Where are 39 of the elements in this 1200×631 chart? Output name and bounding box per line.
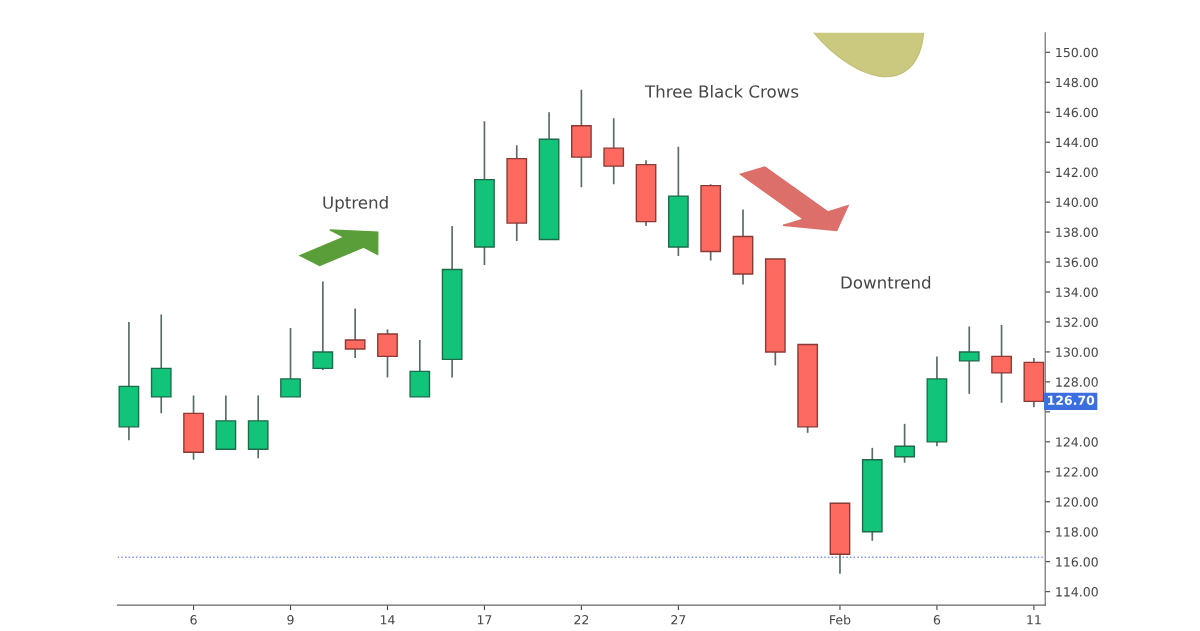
x-tick-label: 11 [1027,615,1041,625]
annotation: Uptrend [323,195,388,213]
x-tick-label: 14 [380,615,395,625]
y-tick-label: 128.00 [1056,377,1098,387]
candlestick [894,423,915,464]
y-tick-label: 130.00 [1056,347,1098,357]
annotation: Downtrend [841,275,931,289]
y-tick-label: 116.00 [1056,557,1098,567]
candlestick [958,325,980,395]
y-tick-label: 144.00 [1056,137,1098,148]
x-tick-label: 9 [287,615,294,625]
y-tick-label: 114.00 [1056,587,1098,597]
y-tick-label: 140.00 [1056,197,1098,208]
y-tick-label: 120.00 [1056,497,1098,507]
text: 126.70 [1048,395,1095,405]
x-tick-label: 27 [671,615,686,625]
y-tick-label: 150.00 [1056,47,1098,58]
y-tick-label: 136.00 [1056,257,1098,267]
candlestick [312,280,334,371]
y-tick-label: 148.00 [1056,77,1098,88]
y-tick-label: 132.00 [1056,317,1098,327]
x-tick-label: 22 [574,615,589,625]
candlestick [603,117,625,185]
y-tick-label: 124.00 [1056,437,1098,447]
annotation: Three Black Crows [644,84,799,98]
y-tick-label: 142.00 [1056,167,1098,178]
x-tick-label: 6 [933,615,941,625]
candlestick [377,328,398,379]
x-tick-label: 6 [190,615,197,625]
y-tick-label: 118.00 [1056,527,1098,537]
y-tick-label: 122.00 [1056,467,1098,477]
x-tick-label: Feb [830,614,851,625]
x-tick-label: 17 [477,615,492,625]
y-tick-label: 146.00 [1056,107,1098,118]
candlestick [344,307,366,359]
candlestick [280,327,301,398]
y-tick-label: 138.00 [1056,227,1098,237]
y-tick-label: 134.00 [1056,287,1098,297]
candlestick [991,324,1012,404]
